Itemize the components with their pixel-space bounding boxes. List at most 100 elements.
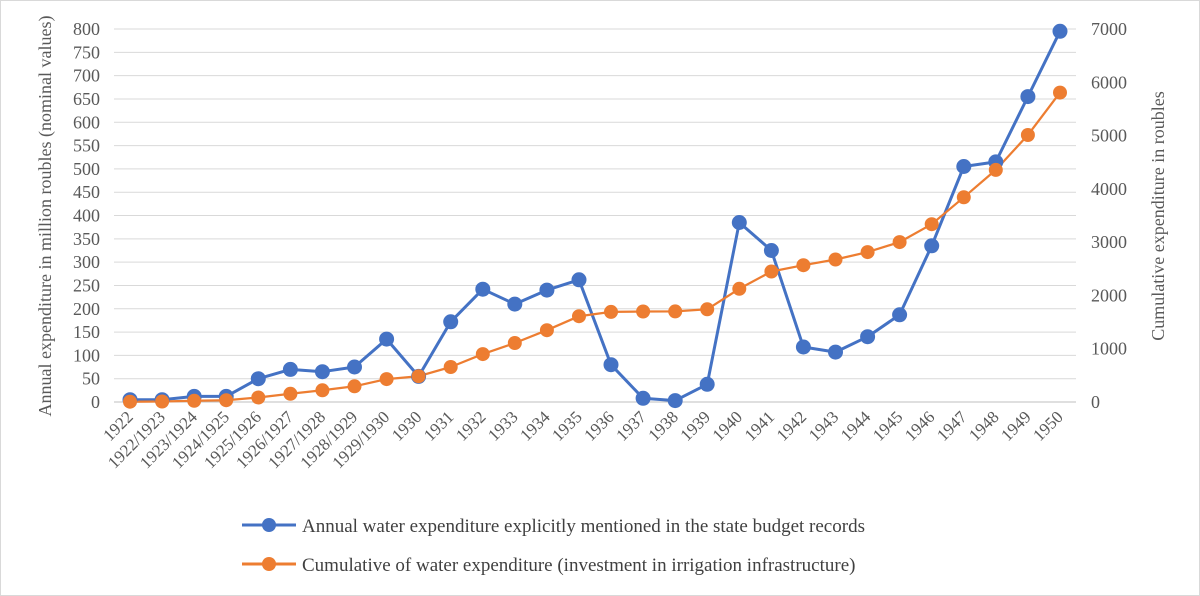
y-left-tick-label: 250 [73, 275, 100, 295]
data-point-cumulative [764, 264, 779, 279]
data-point-cumulative [796, 258, 811, 273]
x-tick-label: 1939 [677, 407, 714, 444]
data-point-annual [1020, 89, 1036, 105]
legend-marker-cumulative [262, 557, 276, 571]
gridlines [114, 28, 1076, 380]
data-point-cumulative [956, 190, 971, 205]
x-tick-label: 1938 [645, 407, 682, 444]
data-point-cumulative [668, 304, 683, 319]
x-tick-label: 1931 [420, 407, 457, 444]
data-point-annual [379, 331, 395, 347]
legend-marker-annual [262, 518, 276, 532]
data-point-annual [860, 329, 876, 345]
x-tick-label: 1949 [997, 407, 1034, 444]
data-point-annual [667, 393, 683, 409]
y-left-tick-label: 750 [73, 42, 100, 62]
data-point-annual [763, 243, 779, 258]
data-point-cumulative [892, 235, 907, 250]
y-left-tick-label: 700 [73, 66, 100, 86]
y-left-tick-label: 650 [73, 89, 100, 109]
x-tick-label: 1937 [612, 407, 650, 445]
data-point-cumulative [636, 304, 651, 319]
y-left-tick-label: 150 [73, 322, 100, 342]
data-point-cumulative [1053, 85, 1067, 100]
x-tick-label: 1946 [901, 407, 938, 444]
data-point-cumulative [411, 369, 426, 384]
x-tick-label: 1941 [741, 407, 778, 444]
y-left-tick-label: 550 [73, 136, 100, 156]
data-point-cumulative [988, 162, 1003, 177]
x-tick-label: 1935 [548, 407, 585, 444]
data-point-annual [507, 296, 523, 312]
legend-label-cumulative: Cumulative of water expenditure (investm… [302, 555, 855, 576]
data-point-cumulative [347, 379, 362, 394]
x-tick-label: 1936 [580, 407, 617, 444]
y-right-tick-label: 0 [1091, 392, 1100, 412]
data-point-cumulative [187, 393, 202, 408]
series-lines [129, 30, 1062, 403]
data-point-annual [443, 314, 459, 330]
y-right-tick-label: 2000 [1091, 285, 1127, 305]
y-axis-right-title: Cumulative expenditure in roubles [1148, 91, 1168, 340]
data-point-cumulative [475, 347, 490, 362]
data-point-annual [635, 390, 651, 406]
x-tick-label: 1942 [773, 407, 810, 444]
y-left-tick-label: 600 [73, 112, 100, 132]
x-tick-label: 1933 [484, 407, 521, 444]
data-point-annual [795, 339, 811, 355]
data-point-annual [699, 376, 715, 392]
data-point-cumulative [443, 360, 458, 374]
data-point-cumulative [251, 390, 266, 405]
data-point-cumulative [219, 393, 234, 408]
legend: Annual water expenditure explicitly ment… [242, 516, 865, 576]
y-left-tick-label: 300 [73, 252, 100, 272]
y-left-tick-label: 500 [73, 159, 100, 179]
y-right-tick-label: 6000 [1091, 72, 1127, 92]
x-tick-label: 1950 [1029, 407, 1066, 444]
data-point-cumulative [732, 281, 747, 296]
legend-label-annual: Annual water expenditure explicitly ment… [302, 516, 865, 537]
data-point-annual [892, 307, 908, 323]
data-point-annual [1052, 23, 1068, 39]
data-point-annual [347, 359, 362, 375]
y-right-tick-label: 7000 [1091, 19, 1127, 39]
legend-item-annual: Annual water expenditure explicitly ment… [242, 516, 865, 537]
legend-item-cumulative: Cumulative of water expenditure (investm… [242, 555, 855, 576]
y-left-tick-label: 350 [73, 229, 100, 249]
data-point-cumulative [507, 336, 522, 350]
data-point-annual [828, 344, 843, 360]
x-tick-label: 1940 [709, 407, 746, 444]
data-point-cumulative [572, 309, 586, 324]
y-left-tick-label: 800 [73, 19, 100, 39]
data-point-cumulative [1020, 128, 1035, 142]
y-left-tick-label: 100 [73, 345, 100, 365]
data-point-annual [603, 357, 619, 373]
x-tick-label: 1932 [452, 407, 489, 444]
y-right-tick-label: 3000 [1091, 232, 1127, 252]
data-point-cumulative [315, 383, 330, 398]
data-point-annual [539, 282, 555, 298]
data-point-cumulative [700, 302, 715, 317]
data-point-annual [731, 215, 747, 230]
x-tick-label: 1945 [869, 407, 906, 444]
data-point-annual [571, 272, 587, 288]
data-point-cumulative [828, 252, 843, 267]
data-point-cumulative [604, 304, 618, 319]
data-point-cumulative [123, 394, 137, 409]
y-right-tick-label: 5000 [1091, 126, 1127, 146]
y-right-tick-label: 1000 [1091, 339, 1127, 359]
data-point-annual [282, 361, 298, 377]
data-point-annual [250, 371, 266, 387]
x-tick-label: 1948 [965, 407, 1002, 444]
x-tick-label: 1944 [837, 407, 875, 445]
data-point-annual [924, 238, 940, 254]
data-point-annual [314, 364, 330, 380]
data-point-cumulative [379, 372, 394, 387]
y-left-tick-label: 450 [73, 182, 100, 202]
data-point-cumulative [539, 323, 554, 338]
y-right-tick-label: 4000 [1091, 179, 1127, 199]
x-tick-label: 1943 [805, 407, 842, 444]
data-point-annual [956, 159, 972, 174]
